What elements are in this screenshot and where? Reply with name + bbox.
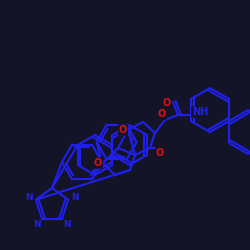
Text: N: N [25,193,33,202]
Text: N: N [33,220,41,229]
Text: O: O [163,98,171,108]
Text: N: N [71,193,79,202]
Text: O: O [156,148,164,158]
Text: O: O [94,158,102,168]
Text: NH: NH [192,107,208,117]
Text: N: N [63,220,71,229]
Text: O: O [158,109,166,119]
Text: O: O [119,125,127,135]
